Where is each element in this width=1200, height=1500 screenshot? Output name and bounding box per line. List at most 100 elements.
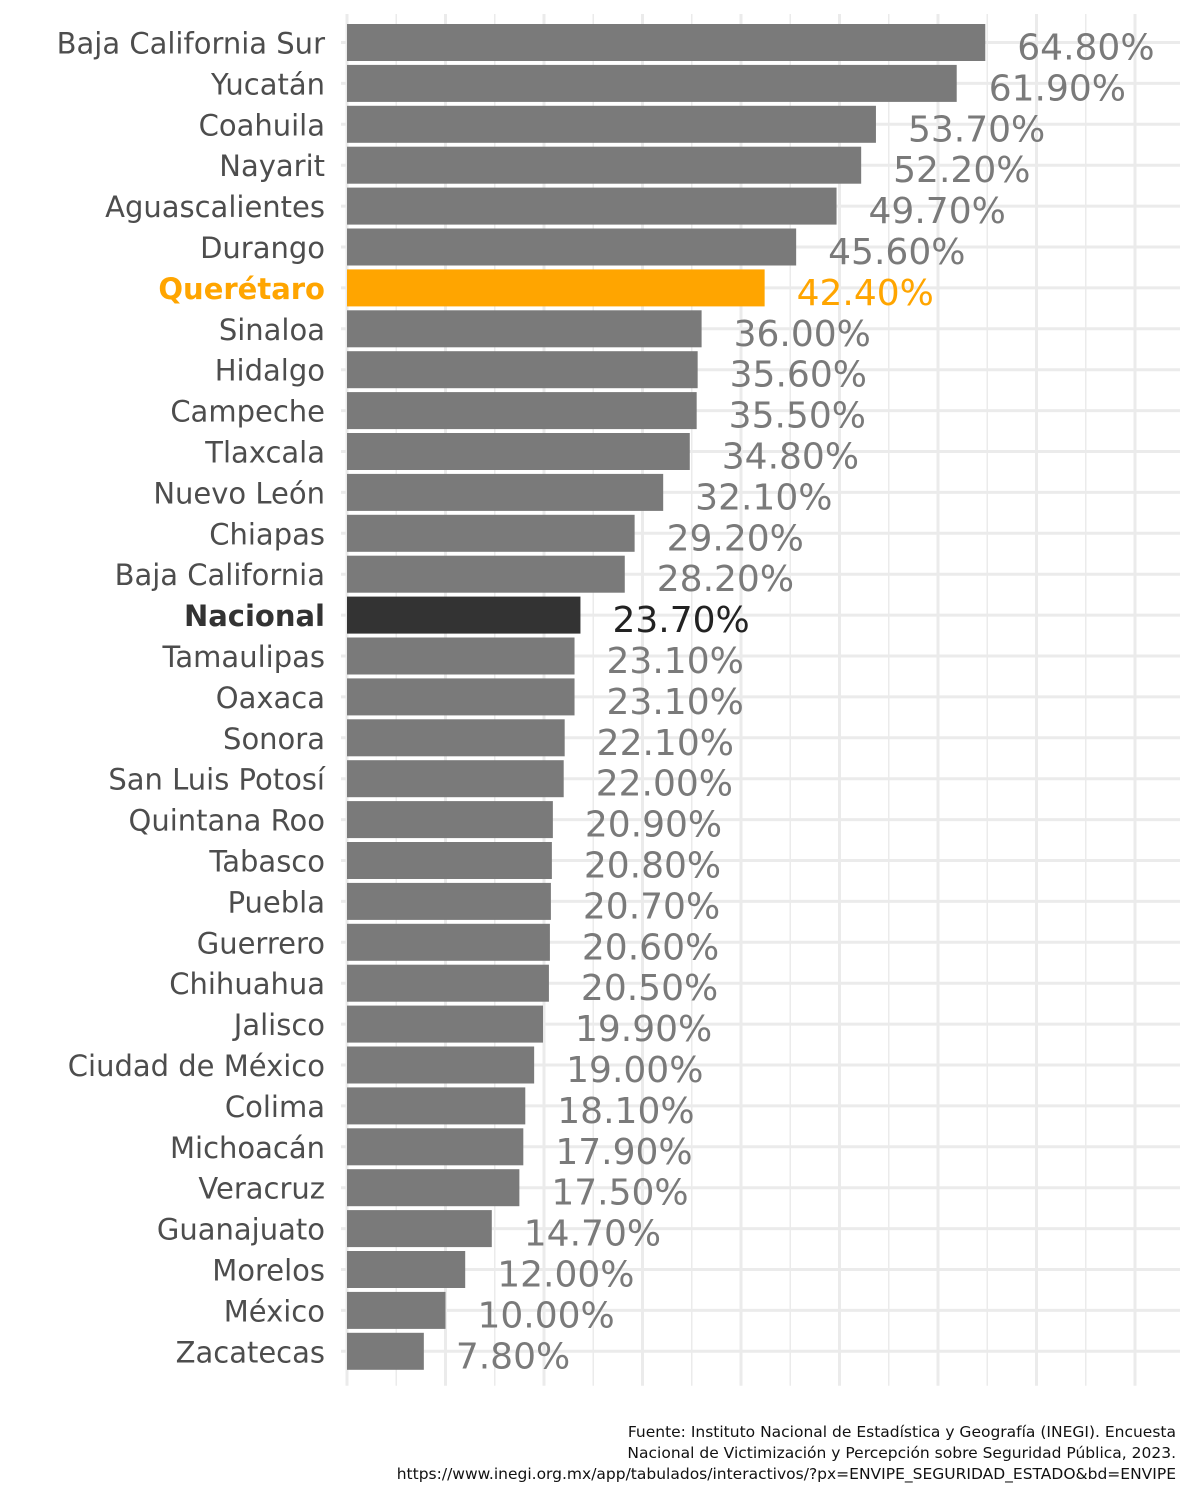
bar: [347, 1046, 535, 1084]
bar: [347, 760, 564, 798]
category-label: Nuevo León: [153, 476, 325, 510]
category-label: Campeche: [170, 395, 325, 429]
bar: [347, 637, 575, 675]
value-label: 34.80%: [722, 437, 859, 478]
bar: [347, 964, 549, 1002]
category-label: Oaxaca: [216, 681, 325, 715]
value-label: 18.10%: [557, 1091, 694, 1132]
category-label: Hidalgo: [215, 354, 325, 388]
bar: [347, 24, 986, 61]
bar: [347, 1210, 492, 1248]
value-label: 12.00%: [497, 1255, 634, 1296]
value-label: 20.90%: [585, 805, 722, 846]
value-label: 22.00%: [596, 764, 733, 805]
category-label: Baja California: [115, 558, 325, 592]
bar: [347, 1291, 446, 1329]
value-label: 36.00%: [734, 314, 871, 355]
category-label: Baja California Sur: [57, 27, 325, 61]
category-label: Veracruz: [198, 1172, 325, 1206]
bar: [347, 105, 876, 143]
bar: [347, 269, 765, 307]
category-label: San Luis Potosí: [108, 763, 326, 797]
category-label: Aguascalientes: [105, 190, 325, 224]
category-label: Zacatecas: [176, 1335, 325, 1369]
category-label: Michoacán: [170, 1131, 325, 1165]
bar: [347, 596, 581, 634]
bar: [347, 228, 797, 266]
category-label: Guerrero: [197, 926, 325, 960]
value-label: 20.60%: [582, 927, 719, 968]
bar: [347, 882, 551, 920]
value-label: 49.70%: [869, 191, 1006, 232]
category-label: Sonora: [223, 722, 325, 756]
value-label: 61.90%: [989, 68, 1126, 109]
value-label: 23.70%: [612, 600, 749, 641]
value-label: 64.80%: [1017, 28, 1154, 69]
source-line-1: Fuente: Instituto Nacional de Estadístic…: [627, 1423, 1176, 1441]
bar: [347, 801, 553, 839]
bar-chart: Baja California Sur 64.80% Yucatán 61.90% Co…: [57, 14, 1180, 1386]
bar: [347, 146, 862, 184]
category-label: Colima: [225, 1090, 325, 1124]
category-label: Tabasco: [208, 845, 325, 879]
value-label: 19.00%: [566, 1050, 703, 1091]
bar: [347, 64, 957, 102]
bar: [347, 678, 575, 716]
value-label: 20.50%: [581, 968, 718, 1009]
value-label: 10.00%: [478, 1295, 615, 1336]
category-label: Quintana Roo: [129, 804, 326, 838]
bar: [347, 923, 550, 961]
source-note: Fuente: Instituto Nacional de Estadístic…: [26, 1422, 1176, 1485]
value-label: 17.50%: [551, 1173, 688, 1214]
value-label: 45.60%: [828, 232, 965, 273]
value-label: 29.20%: [667, 518, 804, 559]
source-line-3: https://www.inegi.org.mx/app/tabulados/i…: [396, 1465, 1176, 1483]
category-label: Querétaro: [158, 272, 325, 306]
value-label: 42.40%: [797, 273, 934, 314]
value-label: 52.20%: [893, 150, 1030, 191]
bar: [347, 719, 565, 757]
value-label: 32.10%: [695, 477, 832, 518]
value-label: 28.20%: [657, 559, 794, 600]
source-line-2: Nacional de Victimización y Percepción s…: [627, 1444, 1176, 1462]
category-label: Sinaloa: [219, 313, 325, 347]
value-label: 19.90%: [575, 1009, 712, 1050]
bar: [347, 1169, 520, 1207]
value-label: 14.70%: [524, 1214, 661, 1255]
category-label: México: [224, 1294, 325, 1328]
value-label: 35.50%: [729, 396, 866, 437]
bar: [347, 1128, 524, 1166]
bar: [347, 1251, 466, 1288]
bar: [347, 555, 625, 593]
value-label: 7.80%: [456, 1336, 570, 1377]
category-label: Ciudad de México: [68, 1049, 325, 1083]
category-label: Nayarit: [219, 149, 325, 183]
category-label: Durango: [200, 231, 325, 265]
bar: [347, 1332, 424, 1370]
category-label: Tlaxcala: [204, 436, 325, 470]
value-label: 22.10%: [597, 723, 734, 764]
bar: [347, 1087, 526, 1125]
value-label: 23.10%: [607, 641, 744, 682]
category-label: Chiapas: [209, 517, 325, 551]
value-label: 20.80%: [584, 846, 721, 887]
category-label: Nacional: [184, 599, 325, 633]
bar: [347, 842, 552, 879]
bar: [347, 351, 698, 389]
value-label: 17.90%: [555, 1132, 692, 1173]
bar: [347, 187, 837, 225]
bar: [347, 310, 702, 348]
category-label: Morelos: [212, 1254, 325, 1288]
category-label: Guanajuato: [157, 1213, 325, 1247]
category-label: Jalisco: [232, 1008, 325, 1042]
value-label: 35.60%: [730, 355, 867, 396]
value-label: 53.70%: [908, 109, 1045, 150]
category-label: Tamaulipas: [162, 640, 326, 674]
category-label: Puebla: [228, 885, 325, 919]
bar: [347, 1005, 544, 1043]
category-label: Chihuahua: [169, 967, 325, 1001]
category-label: Coahuila: [199, 108, 325, 142]
bar: [347, 433, 690, 470]
value-label: 20.70%: [583, 886, 720, 927]
category-label: Yucatán: [210, 67, 325, 101]
